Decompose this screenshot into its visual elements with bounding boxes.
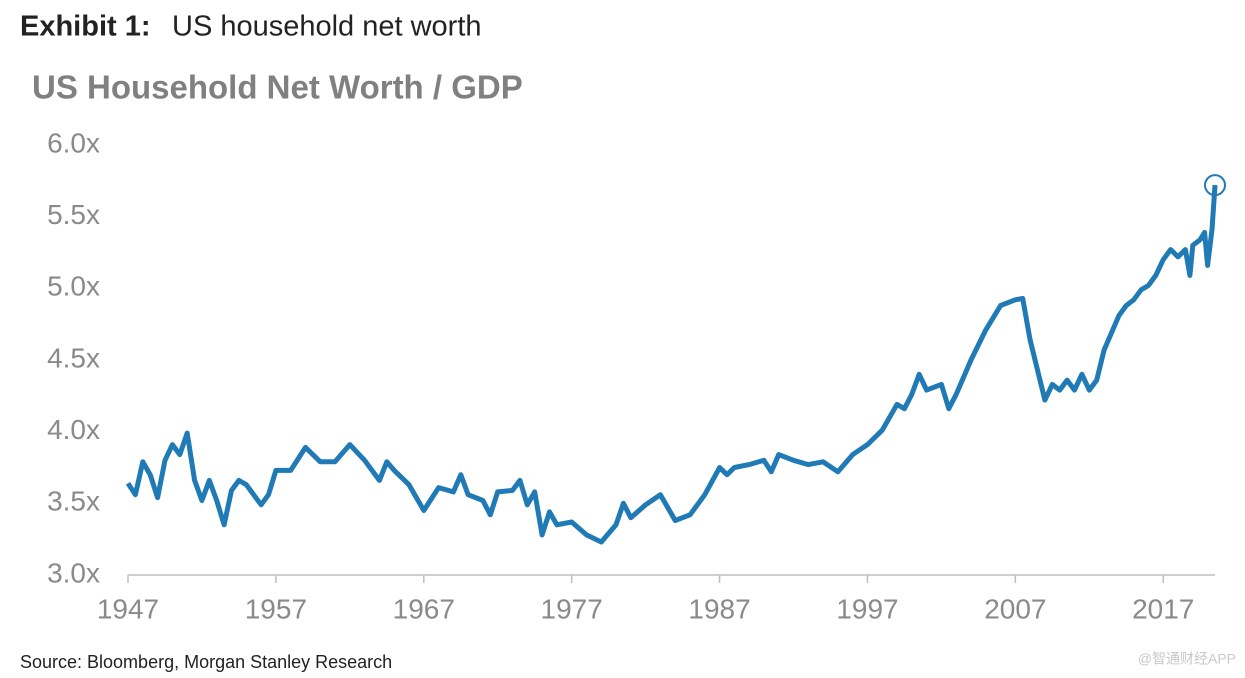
x-tick-label: 1997 — [836, 593, 898, 624]
x-tick-label: 1947 — [97, 593, 159, 624]
y-tick-label: 6.0x — [47, 127, 100, 158]
y-tick-label: 4.5x — [47, 342, 100, 373]
watermark: @智通财经APP — [1138, 651, 1236, 667]
x-tick-label: 1957 — [245, 593, 307, 624]
y-tick-label: 4.0x — [47, 414, 100, 445]
x-tick-label: 2017 — [1132, 593, 1194, 624]
y-tick-label: 5.0x — [47, 271, 100, 302]
x-tick-label: 1977 — [541, 593, 603, 624]
source-note: Source: Bloomberg, Morgan Stanley Resear… — [20, 652, 392, 672]
y-tick-label: 5.5x — [47, 199, 100, 230]
last-point-highlight — [1204, 174, 1226, 197]
chart-subtitle: US Household Net Worth / GDP — [32, 69, 523, 106]
data-line — [125, 184, 1218, 545]
exhibit-label: Exhibit 1: — [20, 11, 151, 43]
x-tick-label: 2007 — [984, 593, 1046, 624]
y-tick-label: 3.0x — [47, 557, 100, 588]
x-tick-label: 1967 — [393, 593, 455, 624]
chart-title: US household net worth — [172, 11, 482, 43]
y-tick-label: 3.5x — [47, 486, 100, 517]
x-tick-label: 1987 — [688, 593, 750, 624]
